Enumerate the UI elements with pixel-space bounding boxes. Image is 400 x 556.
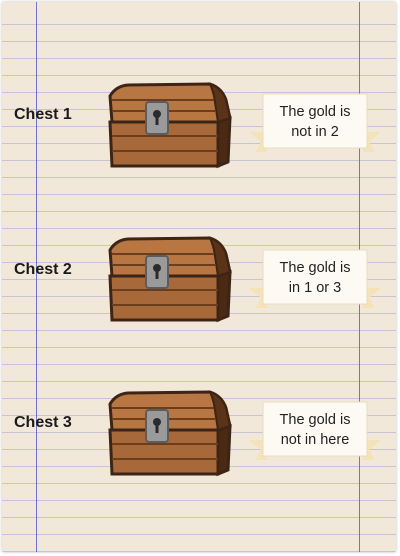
treasure-chest-icon[interactable] (106, 232, 234, 324)
clue-text: The gold is not in here (266, 404, 364, 456)
clue-line-1: The gold is (279, 260, 351, 276)
clue-line-2: not in 2 (291, 124, 339, 140)
clue-line-2: in 1 or 3 (288, 280, 342, 296)
chest-row-2: Chest 2 The gold is in 1 or 3 (0, 226, 394, 336)
clue-line-1: The gold is (279, 412, 351, 428)
treasure-chest-icon[interactable] (106, 386, 234, 478)
ribbon-banner-icon (249, 249, 381, 308)
ribbon-banner-icon (249, 93, 381, 152)
chest-label: Chest 3 (14, 414, 72, 431)
treasure-chest-icon[interactable] (106, 78, 234, 170)
clue-text: The gold is in 1 or 3 (266, 252, 364, 304)
clue-note: The gold is in 1 or 3 (247, 248, 383, 308)
clue-line-1: The gold is (279, 104, 351, 120)
chest-row-3: Chest 3 The gold is not in here (0, 380, 394, 490)
clue-text: The gold is not in 2 (266, 96, 364, 148)
chest-row-1: Chest 1 The gold is n (0, 72, 394, 182)
ribbon-banner-icon (249, 401, 381, 460)
clue-line-2: not in here (280, 432, 350, 448)
chest-label: Chest 2 (14, 261, 72, 278)
clue-note: The gold is not in here (247, 400, 383, 460)
left-margin-line (36, 2, 37, 552)
clue-note: The gold is not in 2 (247, 92, 383, 152)
chest-label: Chest 1 (14, 106, 72, 123)
